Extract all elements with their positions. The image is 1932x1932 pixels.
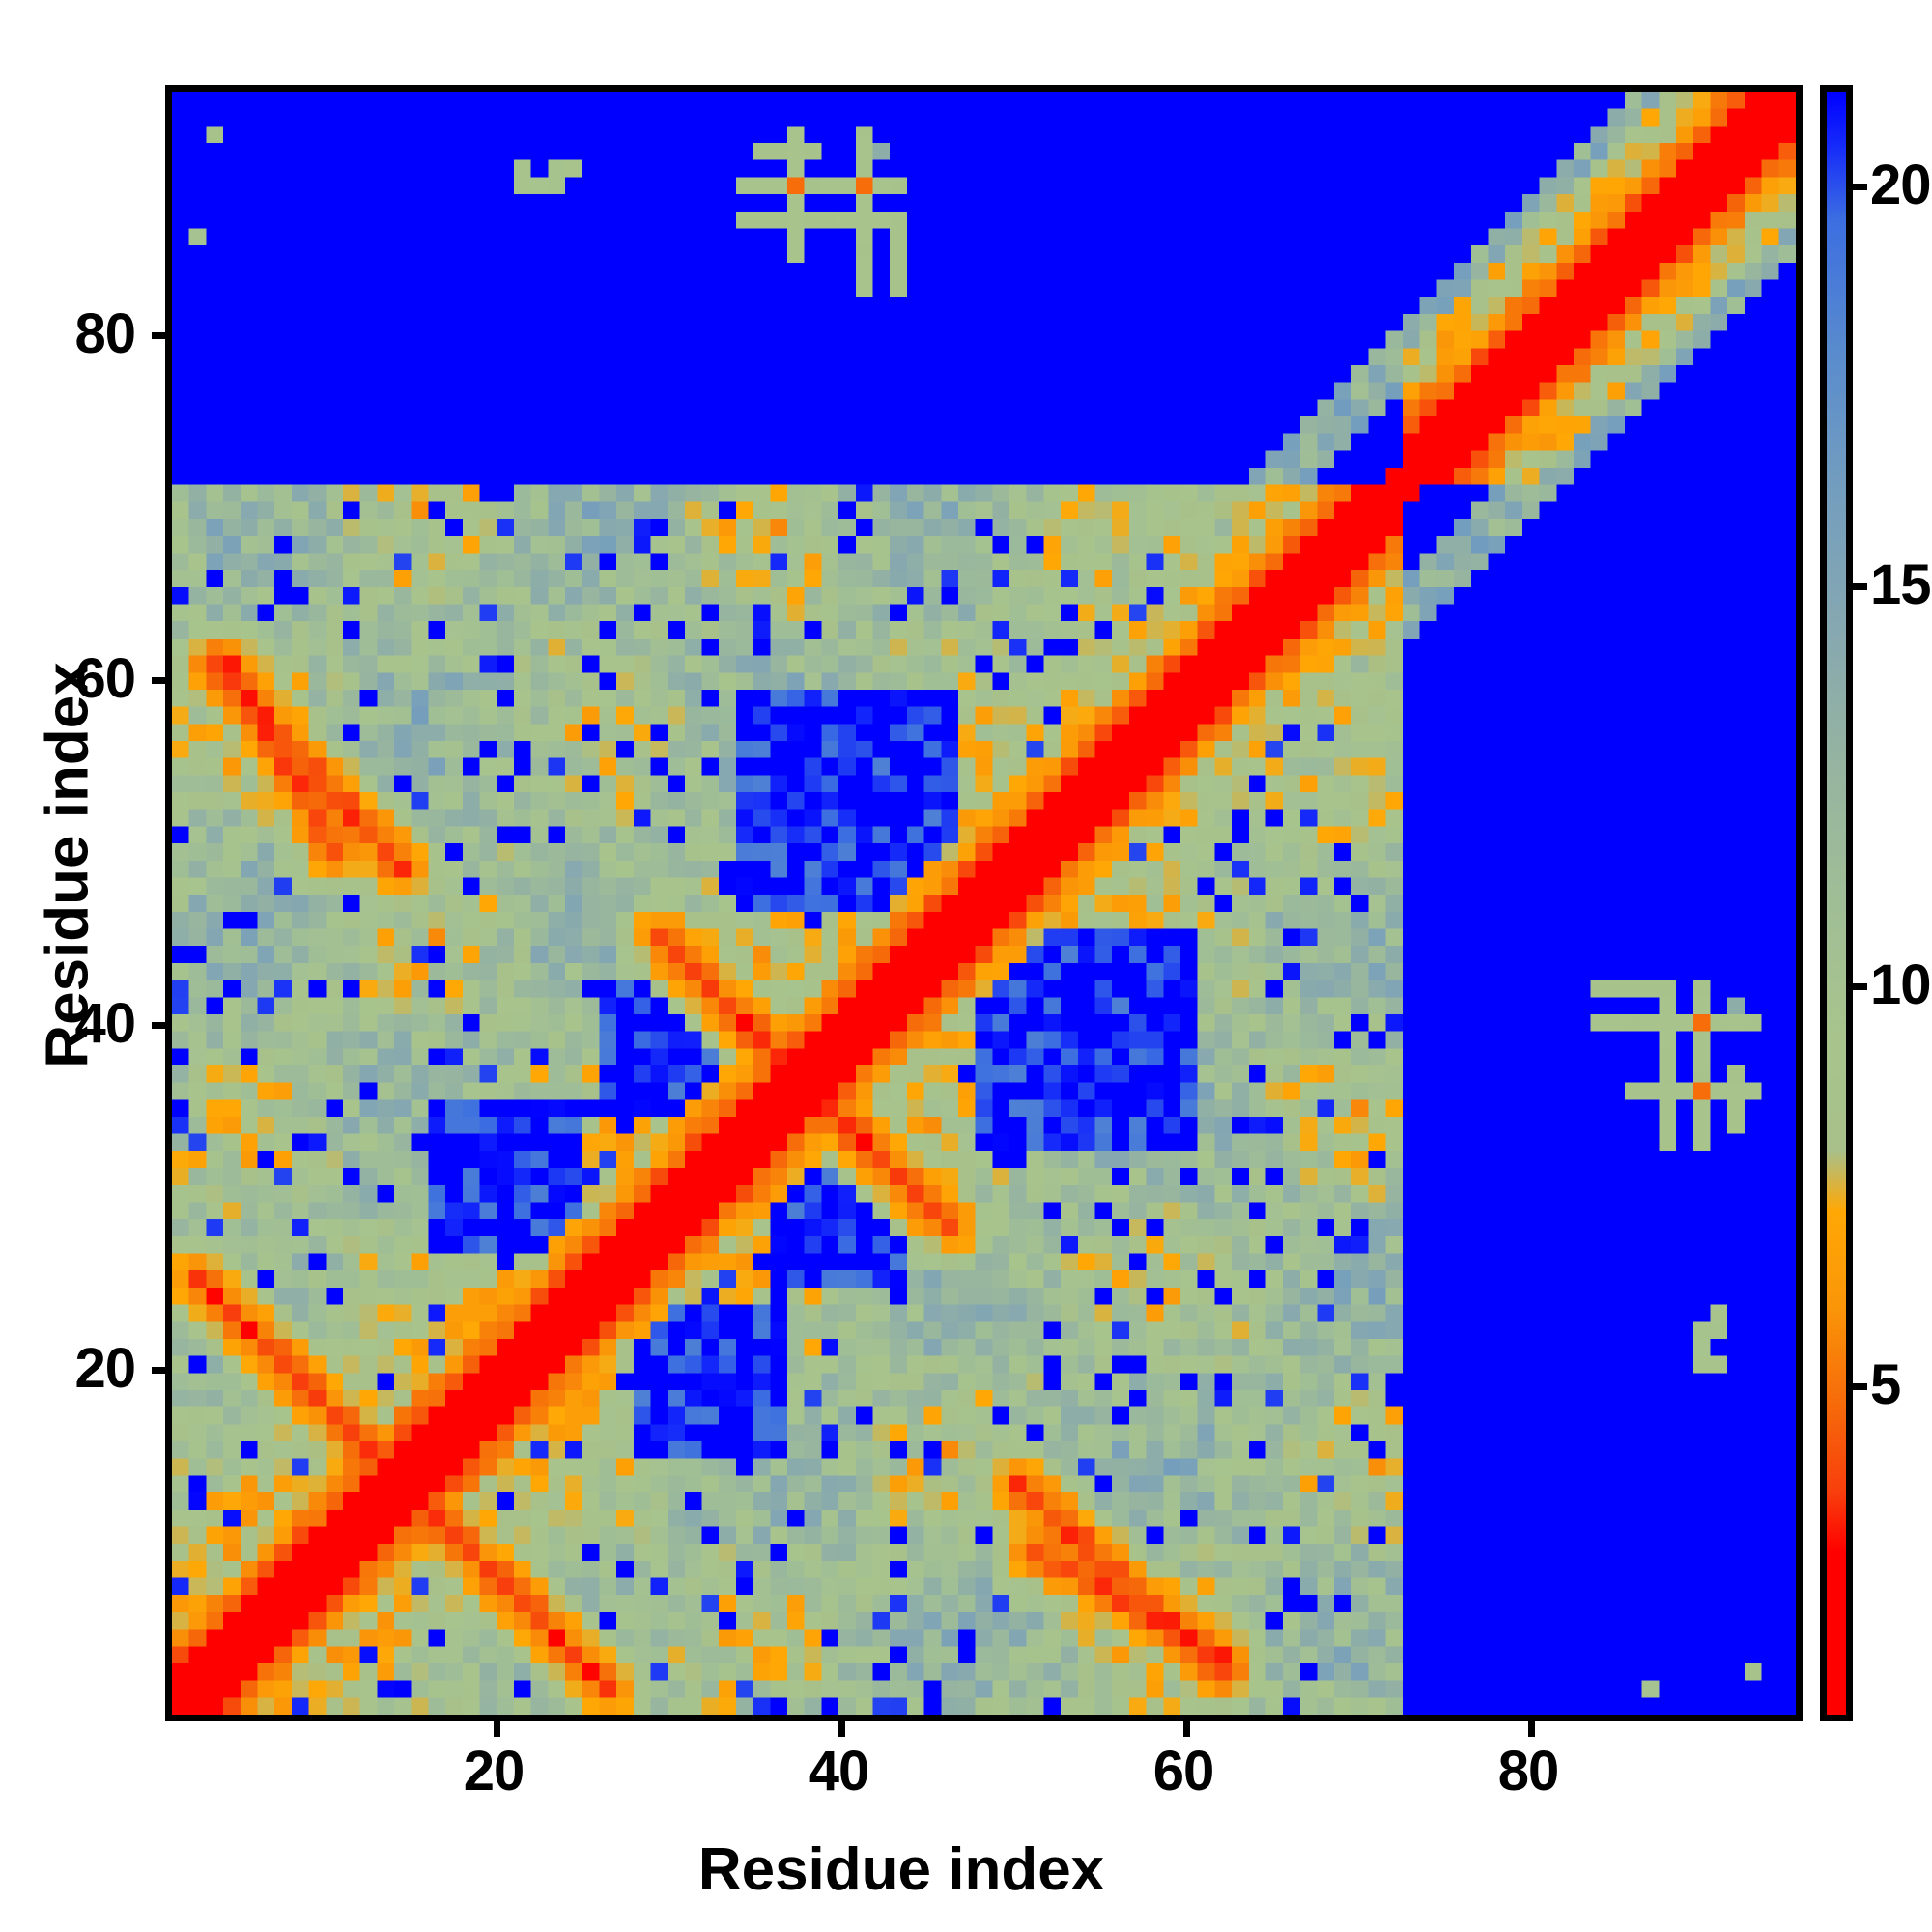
- ytick-label-40: 40: [74, 992, 136, 1055]
- ytick-mark-80: [152, 332, 167, 339]
- ytick-label-80: 80: [74, 302, 136, 365]
- ytick-label-60: 60: [74, 647, 136, 710]
- xtick-mark-60: [1183, 1721, 1190, 1737]
- xtick-mark-40: [838, 1721, 845, 1737]
- ytick-mark-60: [152, 677, 167, 684]
- colorbar-tick-label-5: 5: [1870, 1353, 1901, 1416]
- colorbar: [1820, 85, 1853, 1721]
- x-axis-title: Residue index: [697, 1836, 1105, 1903]
- xtick-label-80: 80: [1497, 1740, 1560, 1803]
- colorbar-tick-label-10: 10: [1870, 953, 1932, 1016]
- ytick-mark-20: [152, 1367, 167, 1374]
- colorbar-tick-mark-5: [1853, 1383, 1867, 1390]
- xtick-label-40: 40: [808, 1740, 870, 1803]
- y-axis-title: Residue index: [34, 662, 101, 1068]
- xtick-label-20: 20: [463, 1740, 526, 1803]
- ytick-label-20: 20: [74, 1337, 136, 1400]
- xtick-label-60: 60: [1152, 1740, 1215, 1803]
- colorbar-tick-mark-10: [1853, 983, 1867, 990]
- contact-map-plot: [165, 85, 1803, 1721]
- xtick-mark-80: [1528, 1721, 1535, 1737]
- colorbar-tick-label-20: 20: [1870, 154, 1932, 216]
- colorbar-tick-mark-15: [1853, 583, 1867, 590]
- heatmap-canvas: [172, 92, 1796, 1715]
- colorbar-tick-label-15: 15: [1870, 554, 1932, 616]
- colorbar-gradient: [1827, 92, 1846, 1715]
- colorbar-tick-mark-20: [1853, 184, 1867, 190]
- xtick-mark-20: [494, 1721, 500, 1737]
- ytick-mark-40: [152, 1022, 167, 1029]
